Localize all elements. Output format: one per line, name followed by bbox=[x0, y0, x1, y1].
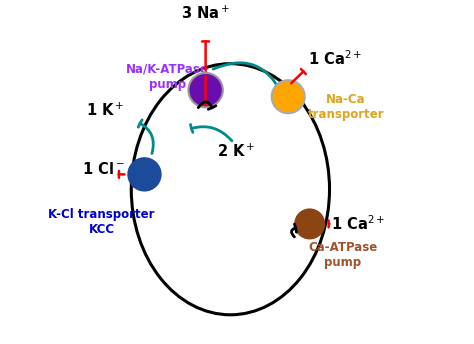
Text: 1 K$^+$: 1 K$^+$ bbox=[86, 101, 125, 119]
Circle shape bbox=[294, 208, 325, 239]
Circle shape bbox=[128, 157, 162, 192]
Text: 1 Cl$^-$: 1 Cl$^-$ bbox=[82, 161, 125, 178]
Text: 2 K$^+$: 2 K$^+$ bbox=[217, 142, 255, 160]
Text: Na/K-ATPase
pump: Na/K-ATPase pump bbox=[126, 63, 209, 91]
Text: Ca-ATPase
pump: Ca-ATPase pump bbox=[308, 241, 377, 269]
Text: K-Cl transporter
KCC: K-Cl transporter KCC bbox=[48, 208, 155, 236]
Text: 1 Ca$^{2+}$: 1 Ca$^{2+}$ bbox=[331, 215, 385, 233]
Text: 1 Ca$^{2+}$: 1 Ca$^{2+}$ bbox=[308, 50, 362, 68]
Circle shape bbox=[189, 73, 223, 107]
Text: Na-Ca
transporter: Na-Ca transporter bbox=[308, 93, 384, 121]
Text: 3 Na$^+$: 3 Na$^+$ bbox=[181, 5, 230, 22]
Circle shape bbox=[272, 80, 305, 113]
